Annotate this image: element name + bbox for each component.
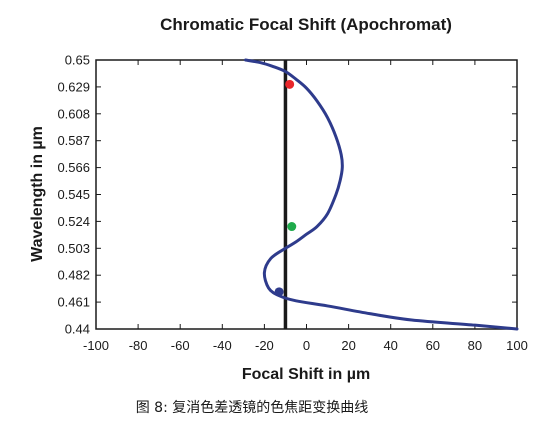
x-tick-label: 80	[468, 338, 482, 353]
y-tick-label: 0.566	[57, 160, 90, 175]
plot-frame	[95, 59, 518, 330]
y-tick-label: 0.461	[57, 295, 90, 310]
chart-title: Chromatic Focal Shift (Apochromat)	[160, 15, 452, 34]
x-tick-label: 100	[506, 338, 528, 353]
focal-shift-curve	[243, 58, 519, 331]
x-tick-label: 60	[426, 338, 440, 353]
y-tick-label: 0.545	[57, 187, 90, 202]
y-axis-label: Wavelength in µm	[29, 126, 46, 262]
y-tick-label: 0.503	[57, 241, 90, 256]
data-point-marker	[285, 79, 295, 89]
y-tick-label: 0.629	[57, 79, 90, 94]
x-tick-label: -80	[129, 338, 148, 353]
figure-caption: 图 8: 复消色差透镜的色焦距变换曲线	[136, 399, 369, 416]
x-tick-label: -100	[83, 338, 109, 353]
y-tick-label: 0.482	[57, 268, 90, 283]
plot-area: -100 -80 -60 -40 -20 0 20 40 60 80 100 0.44 0.461 0.4…	[57, 53, 527, 354]
x-tick-label: 20	[341, 338, 355, 353]
y-tick-label: 0.524	[57, 214, 90, 229]
x-axis-label: Focal Shift in µm	[242, 366, 370, 383]
x-tick-label: -40	[213, 338, 232, 353]
data-point-marker	[274, 287, 284, 297]
data-point-marker	[287, 222, 297, 232]
y-tick-label: 0.587	[57, 133, 90, 148]
y-tick-label: 0.608	[57, 106, 90, 121]
x-tick-label: -60	[171, 338, 190, 353]
y-tick-label: 0.44	[65, 322, 90, 337]
x-tick-label: -20	[255, 338, 274, 353]
x-tick-label: 40	[383, 338, 397, 353]
y-tick-label: 0.65	[65, 53, 90, 68]
x-tick-label: 0	[303, 338, 310, 353]
